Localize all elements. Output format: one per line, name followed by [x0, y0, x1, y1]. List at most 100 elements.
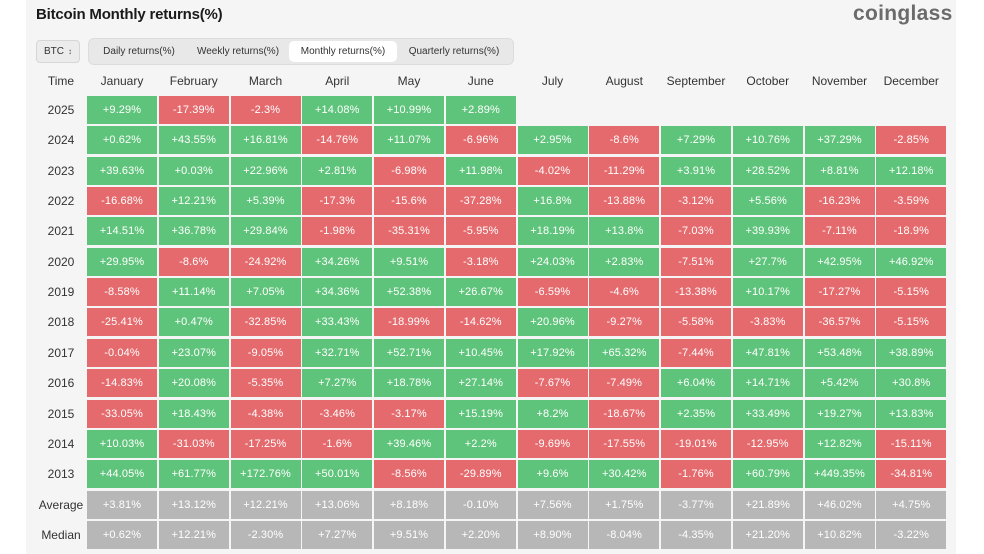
return-cell-2014-july: -9.69%: [517, 429, 588, 458]
return-cell-2022-june: -37.28%: [445, 187, 516, 216]
return-cell-2018-january: -25.41%: [87, 308, 157, 337]
return-cell-2016-march: -5.35%: [230, 369, 301, 398]
return-cell-2017-march: -9.05%: [230, 338, 301, 367]
return-cell-2016-july: -7.67%: [517, 369, 588, 398]
column-header-february: February: [169, 74, 218, 88]
return-cell-2020-september: -7.51%: [661, 247, 731, 276]
return-cell-2016-december: +30.8%: [876, 369, 947, 398]
return-cell-2013-february: +61.77%: [158, 460, 229, 489]
return-cell-2020-august: +2.83%: [589, 247, 660, 276]
return-cell-average-june: -0.10%: [445, 490, 516, 519]
return-cell-2021-january: +14.51%: [87, 217, 157, 246]
row-label-2017: 2017: [47, 345, 75, 360]
return-cell-2022-april: -17.3%: [302, 187, 373, 216]
row-label-2022: 2022: [47, 194, 75, 209]
return-cell-2017-july: +17.92%: [517, 338, 588, 367]
tab-weekly-returns[interactable]: Weekly returns(%): [196, 46, 280, 57]
return-cell-2020-april: +34.26%: [302, 247, 373, 276]
return-cell-2015-march: -4.38%: [230, 399, 301, 428]
return-cell-2024-june: -6.96%: [445, 126, 516, 155]
return-cell-2019-july: -6.59%: [517, 278, 588, 307]
return-cell-average-november: +46.02%: [804, 490, 875, 519]
return-cell-2013-march: +172.76%: [230, 460, 301, 489]
return-cell-2017-october: +47.81%: [732, 338, 803, 367]
return-cell-median-may: +9.51%: [374, 520, 444, 549]
return-cell-2020-february: -8.6%: [158, 247, 229, 276]
return-cell-average-december: +4.75%: [876, 490, 947, 519]
asset-select[interactable]: BTC ↕: [36, 40, 80, 63]
return-cell-2021-november: -7.11%: [804, 217, 875, 246]
return-cell-2023-may: -6.98%: [374, 156, 444, 185]
return-cell-average-january: +3.81%: [87, 490, 157, 519]
asset-select-value: BTC: [44, 46, 64, 57]
return-cell-2016-september: +6.04%: [661, 369, 731, 398]
return-cell-2014-june: +2.2%: [445, 429, 516, 458]
row-label-2016: 2016: [47, 376, 75, 391]
column-header-april: April: [325, 74, 350, 88]
return-cell-median-september: -4.35%: [661, 520, 731, 549]
return-cell-2019-october: +10.17%: [732, 278, 803, 307]
return-cell-2017-december: +38.89%: [876, 338, 947, 367]
return-cell-2019-april: +34.36%: [302, 278, 373, 307]
return-cell-2023-july: -4.02%: [517, 156, 588, 185]
return-cell-2025-june: +2.89%: [445, 96, 516, 124]
return-cell-2013-january: +44.05%: [87, 460, 157, 489]
return-cell-2015-october: +33.49%: [732, 399, 803, 428]
return-cell-median-november: +10.82%: [804, 520, 875, 549]
return-cell-2020-june: -3.18%: [445, 247, 516, 276]
return-cell-2021-july: +18.19%: [517, 217, 588, 246]
return-cell-2018-february: +0.47%: [158, 308, 229, 337]
return-cell-2015-september: +2.35%: [661, 399, 731, 428]
return-cell-2021-april: -1.98%: [302, 217, 373, 246]
tab-daily-returns[interactable]: Daily returns(%): [103, 46, 175, 57]
return-cell-2025-may: +10.99%: [374, 96, 444, 124]
return-cell-2024-august: -8.6%: [589, 126, 660, 155]
column-header-march: March: [248, 74, 283, 88]
column-header-may: May: [397, 74, 421, 88]
return-cell-2022-december: -3.59%: [876, 187, 947, 216]
return-cell-2016-october: +14.71%: [732, 369, 803, 398]
return-cell-2014-november: +12.82%: [804, 429, 875, 458]
return-cell-2024-march: +16.81%: [230, 126, 301, 155]
row-label-2018: 2018: [47, 315, 75, 330]
return-cell-2014-may: +39.46%: [374, 429, 444, 458]
return-cell-2023-april: +2.81%: [302, 156, 373, 185]
return-cell-2018-october: -3.83%: [732, 308, 803, 337]
return-cell-2024-july: +2.95%: [517, 126, 588, 155]
return-cell-2023-august: -11.29%: [589, 156, 660, 185]
return-cell-2020-march: -24.92%: [230, 247, 301, 276]
return-cell-2014-april: -1.6%: [302, 429, 373, 458]
return-cell-2013-december: -34.81%: [876, 460, 947, 489]
row-label-median: Median: [41, 527, 81, 542]
return-cell-2024-september: +7.29%: [661, 126, 731, 155]
return-cell-2023-march: +22.96%: [230, 156, 301, 185]
return-cell-median-july: +8.90%: [517, 520, 588, 549]
return-cell-2017-january: -0.04%: [87, 338, 157, 367]
return-cell-2022-october: +5.56%: [732, 187, 803, 216]
return-cell-2019-june: +26.67%: [445, 278, 516, 307]
return-cell-2018-november: -36.57%: [804, 308, 875, 337]
return-cell-2015-february: +18.43%: [158, 399, 229, 428]
return-cell-2020-january: +29.95%: [87, 247, 157, 276]
coinglass-logo[interactable]: coinglass: [853, 2, 953, 25]
return-cell-2016-february: +20.08%: [158, 369, 229, 398]
column-header-december: December: [883, 74, 939, 88]
page-title: Bitcoin Monthly returns(%): [36, 6, 223, 23]
return-cell-2017-april: +32.71%: [302, 338, 373, 367]
tab-quarterly-returns[interactable]: Quarterly returns(%): [408, 46, 500, 57]
return-cell-2018-august: -9.27%: [589, 308, 660, 337]
return-cell-2020-july: +24.03%: [517, 247, 588, 276]
return-cell-2021-september: -7.03%: [661, 217, 731, 246]
column-header-august: August: [605, 74, 643, 88]
return-cell-2022-february: +12.21%: [158, 187, 229, 216]
return-cell-2017-september: -7.44%: [661, 338, 731, 367]
row-label-2025: 2025: [47, 103, 75, 117]
return-cell-2021-august: +13.8%: [589, 217, 660, 246]
return-cell-2019-september: -13.38%: [661, 278, 731, 307]
row-label-2013: 2013: [47, 467, 75, 482]
return-cell-2018-may: -18.99%: [374, 308, 444, 337]
return-cell-2014-january: +10.03%: [87, 429, 157, 458]
tab-monthly-returns[interactable]: Monthly returns(%): [289, 41, 397, 62]
return-cell-2016-april: +7.27%: [302, 369, 373, 398]
row-label-2020: 2020: [47, 254, 75, 269]
